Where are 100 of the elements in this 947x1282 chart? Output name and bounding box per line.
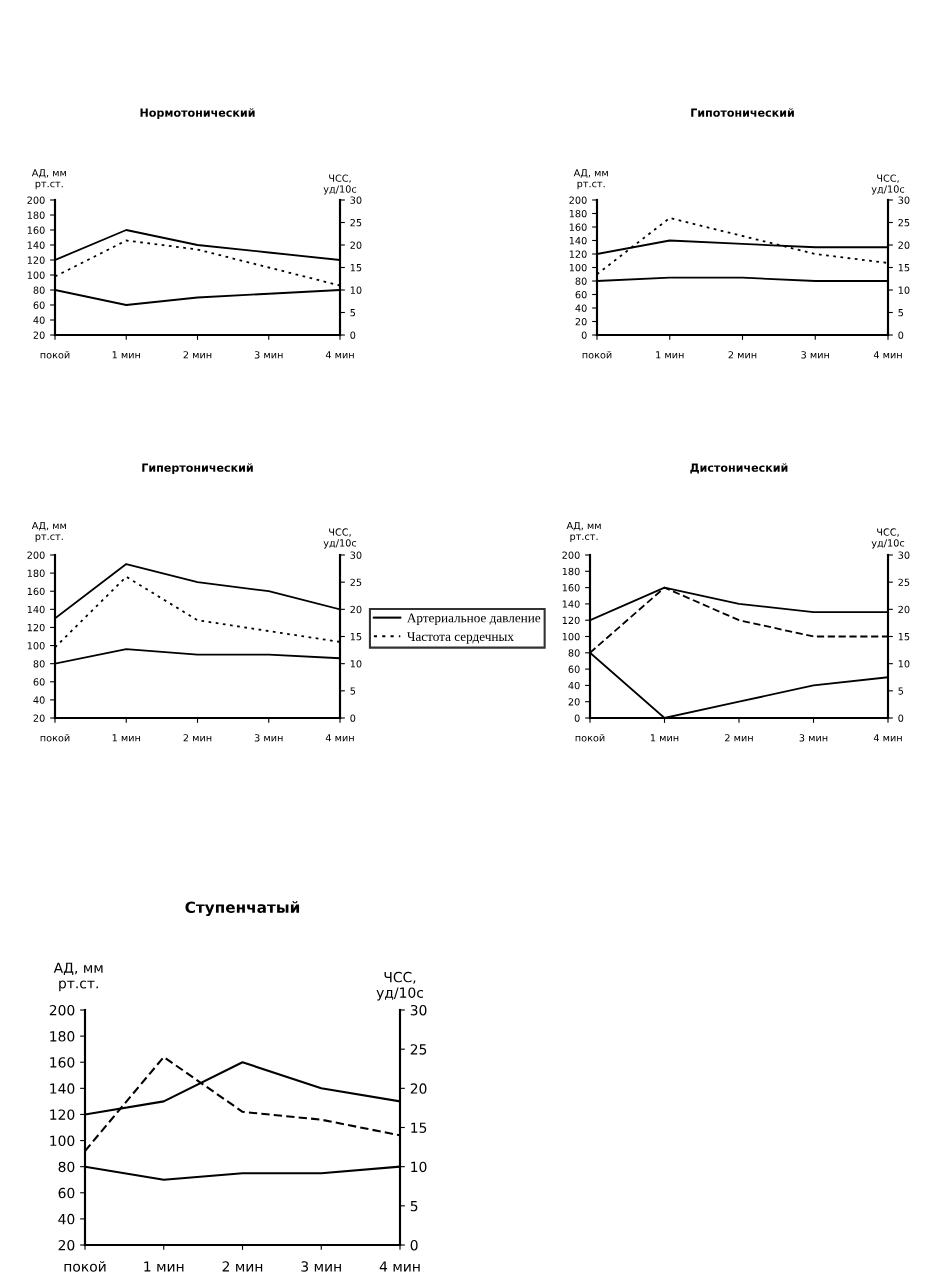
y-tick-label: 80 [33,286,45,294]
y-tick-label: 100 [50,1135,75,1147]
y-tick-label: 100 [569,263,587,272]
y-tick-label: 160 [50,1057,75,1068]
y-tick-label: 200 [569,196,587,204]
y-tick-label: 180 [50,1031,75,1042]
x-tick-label: 3 мин [801,351,830,359]
y2-tick-label: 5 [898,309,904,317]
y2-tick-label: 20 [898,605,910,614]
legend-label: Частота сердечных [407,632,514,644]
y2-tick-label: 20 [350,605,362,614]
y-axis-title: АД, мм рт.ст. [31,169,66,190]
x-tick-label: 4 мин [873,351,902,359]
y2-tick-label: 25 [350,218,362,227]
y-tick-label: 200 [49,1004,75,1016]
y-tick-label: 0 [574,714,580,722]
y-tick-label: 40 [33,316,45,324]
y-tick-label: 40 [33,696,45,704]
y2-tick-label: 10 [898,286,910,294]
y-tick-label: 180 [27,211,45,219]
y-tick-label: 160 [562,584,580,592]
y2-tick-label: 20 [410,1083,427,1094]
y2-tick-label: 15 [350,264,362,272]
y2-tick-label: 15 [898,264,910,272]
y2-tick-label: 10 [350,660,362,668]
y-tick-label: 160 [569,223,587,231]
y2-tick-label: 15 [898,633,910,641]
chart-title: Ступенчатый [185,901,300,917]
x-tick-label: 2 мин [725,734,753,742]
y2-tick-label: 0 [350,331,356,339]
y-tick-label: 120 [569,250,587,258]
legend-label: Артериальное давление [407,613,541,626]
y2-axis-title: ЧСС, уд/10с [376,971,424,1001]
y2-tick-label: 25 [350,578,362,586]
y2-axis-title: ЧСС, уд/10с [871,528,905,549]
x-tick-label: 3 мин [301,1261,341,1272]
x-tick-label: 3 мин [254,351,283,359]
y-tick-label: 40 [575,304,587,312]
y2-tick-label: 0 [898,331,904,339]
y-tick-label: 100 [27,642,45,650]
x-tick-label: 2 мин [183,734,212,742]
y2-tick-label: 5 [410,1200,418,1212]
y-tick-label: 20 [568,698,580,706]
y-tick-label: 20 [33,714,45,722]
y-tick-label: 0 [581,331,587,339]
x-tick-label: покой [40,351,70,359]
y2-tick-label: 10 [898,660,910,668]
y-tick-label: 20 [58,1239,75,1251]
y-axis-title: АД, мм рт.ст. [53,962,103,992]
y-tick-label: 80 [568,649,580,657]
chart-title: Гипотонический [691,108,794,117]
y-tick-label: 140 [569,236,587,245]
y-tick-label: 60 [575,290,587,299]
y-axis-title: АД, мм рт.ст. [573,169,608,190]
y2-tick-label: 30 [410,1004,427,1016]
y-tick-label: 200 [27,551,45,559]
x-tick-label: 4 мин [325,351,354,359]
y-tick-label: 180 [569,209,587,218]
y2-tick-label: 25 [898,218,910,227]
y2-tick-label: 30 [350,551,362,559]
y-tick-label: 60 [33,678,45,686]
y2-tick-label: 0 [410,1239,418,1251]
chart-title: Дистонический [690,463,788,474]
y-tick-label: 80 [575,277,587,285]
x-tick-label: покой [582,351,612,359]
y-tick-label: 200 [27,196,45,204]
y2-tick-label: 5 [898,687,904,695]
x-tick-label: 4 мин [379,1261,420,1272]
x-tick-label: 3 мин [254,734,283,742]
x-tick-label: 1 мин [112,734,141,742]
y2-tick-label: 30 [350,196,362,204]
y-tick-label: 140 [27,241,45,249]
y2-tick-label: 30 [898,551,910,559]
x-tick-label: 3 мин [799,734,828,742]
y-tick-label: 120 [50,1109,75,1120]
y-tick-label: 100 [562,632,580,641]
x-tick-label: 2 мин [183,351,212,359]
y2-tick-label: 15 [411,1122,427,1133]
y-tick-label: 60 [568,665,580,673]
chart-title: Гипертонический [142,463,253,474]
y2-tick-label: 0 [350,714,356,722]
y2-tick-label: 5 [350,687,356,695]
y-tick-label: 120 [562,616,580,625]
y-tick-label: 120 [27,623,45,632]
y-tick-label: 80 [33,660,45,668]
chart-title: Нормотонический [140,108,255,119]
y-tick-label: 20 [33,331,45,339]
y-tick-label: 200 [562,551,580,559]
y-tick-label: 20 [575,317,587,326]
y-tick-label: 60 [33,301,45,309]
y-tick-label: 80 [58,1161,75,1173]
x-tick-label: 1 мин [112,351,141,359]
y-tick-label: 100 [27,271,45,279]
x-tick-label: 1 мин [144,1261,184,1272]
y2-tick-label: 0 [898,714,904,722]
x-tick-label: 2 мин [222,1261,263,1272]
y-tick-label: 40 [568,681,580,690]
x-tick-label: 2 мин [728,351,757,359]
y-tick-label: 140 [50,1083,75,1094]
x-tick-label: покой [64,1261,106,1272]
